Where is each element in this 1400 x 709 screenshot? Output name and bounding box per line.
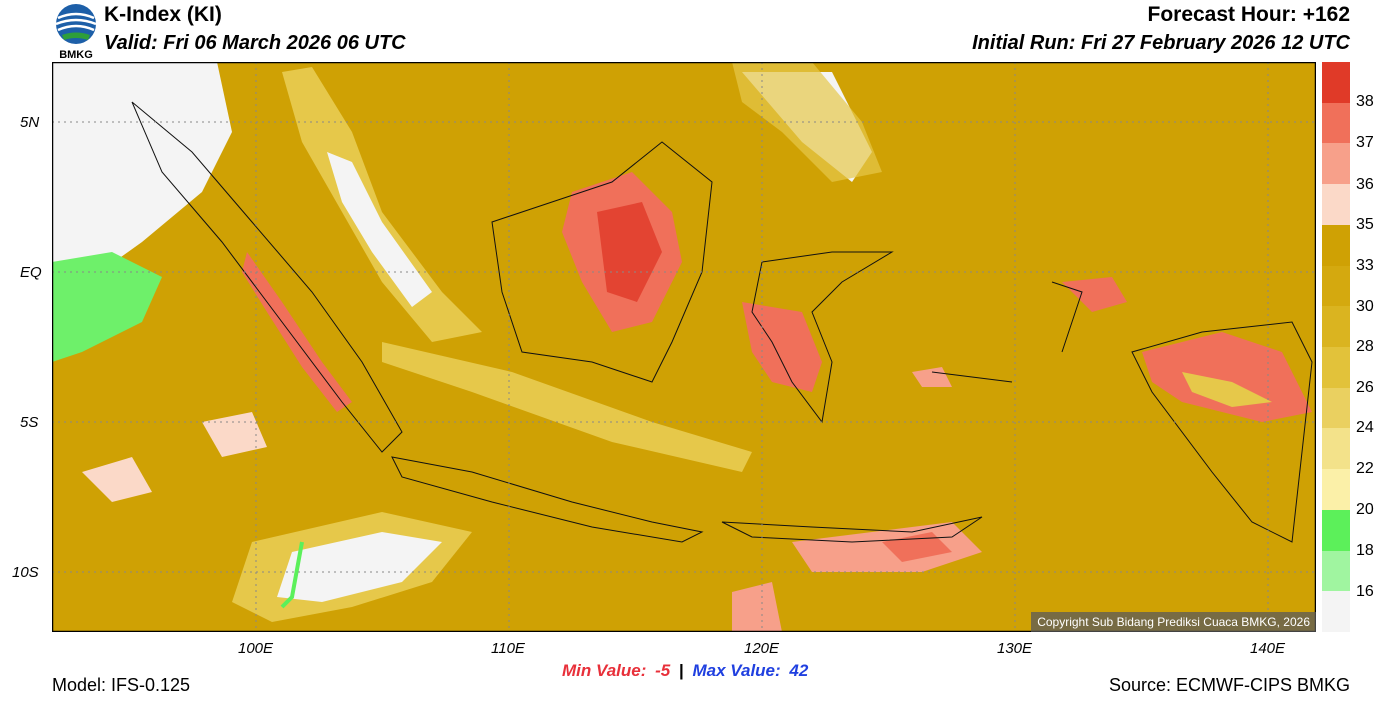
colorbar-label-30: 30 (1356, 298, 1374, 315)
colorbar-segment (1322, 509, 1350, 552)
lon-label-130e: 130E (997, 640, 1033, 657)
source-label: Source: ECMWF-CIPS BMKG (1108, 675, 1350, 695)
halmahera-coast (1051, 281, 1083, 353)
copyright-box: Copyright Sub Bidang Prediksi Cuaca BMKG… (1031, 612, 1316, 632)
lon-label-140e: 140E (1250, 640, 1286, 657)
high-ki-halmahera (1062, 277, 1127, 312)
initial-run: Initial Run: Fri 27 February 2026 12 UTC (972, 32, 1350, 54)
colorbar-label-18: 18 (1356, 542, 1374, 559)
colorbar-segment (1322, 591, 1350, 633)
yellow-core-papua (1182, 372, 1272, 407)
yellow-band-java-sea (382, 342, 752, 472)
chart-title: K-Index (KI) (104, 3, 222, 26)
colorbar-segment (1322, 306, 1350, 348)
colorbar-label-28: 28 (1356, 338, 1374, 355)
papua-coast (1131, 321, 1313, 543)
green-area-west (52, 252, 162, 362)
low-ki-area-northwest (52, 62, 232, 302)
min-max-line: Min Value: -5 | Max Value: 42 (562, 661, 808, 681)
min-value: -5 (655, 661, 671, 680)
lat-label-eq: EQ (20, 264, 42, 281)
logo-text: BMKG (59, 49, 93, 61)
colorbar-segment (1322, 265, 1350, 307)
patch-timor-sea (732, 582, 782, 632)
yellow-area-scs (732, 62, 882, 182)
lon-label-100e: 100E (238, 640, 274, 657)
colorbar-segment (1322, 184, 1350, 226)
lon-label-110e: 110E (491, 640, 525, 657)
lat-label-5s: 5S (20, 414, 39, 431)
colorbar-segment (1322, 224, 1350, 267)
sumatra-coast (131, 101, 403, 453)
colorbar-label-33: 33 (1356, 257, 1374, 274)
high-ki-sumatra (242, 252, 352, 412)
min-max-separator: | (678, 661, 684, 680)
map-background (52, 62, 1316, 632)
lat-label-5n: 5N (20, 114, 40, 131)
lon-label-120e: 120E (744, 640, 780, 657)
very-high-ki-borneo (597, 202, 662, 302)
lat-label-10s: 10S (12, 564, 39, 581)
bmkg-logo-icon (55, 4, 97, 44)
max-value: 42 (789, 661, 809, 680)
moderate-ki-banda (912, 367, 952, 387)
colorbar-segment (1322, 143, 1350, 185)
colorbar-segment (1322, 428, 1350, 470)
map-frame (51, 61, 1317, 633)
colorbar-label-24: 24 (1356, 419, 1374, 436)
model-label: Model: IFS-0.125 (52, 675, 191, 695)
colorbar-segment (1322, 469, 1350, 511)
coastlines (131, 101, 1313, 543)
colorbar-label-35: 35 (1356, 216, 1374, 233)
colorbar-segment (1322, 550, 1350, 592)
java-coast (391, 456, 704, 543)
colorbar-segment (1322, 102, 1350, 144)
colorbar-label-26: 26 (1356, 379, 1374, 396)
low-ki-malacca (327, 152, 432, 307)
yellow-band-malacca (282, 67, 482, 342)
k-index-map: Copyright Sub Bidang Prediksi Cuaca BMKG… (51, 61, 1317, 633)
colorbar-label-20: 20 (1356, 501, 1374, 518)
colorbar (1322, 62, 1350, 633)
max-value-label: Max Value: (692, 661, 781, 680)
patch-indian-ocean-2 (202, 412, 267, 457)
copyright-text: Copyright Sub Bidang Prediksi Cuaca BMKG… (1037, 615, 1310, 629)
high-ki-papua (1142, 332, 1312, 422)
colorbar-label-16: 16 (1356, 583, 1374, 600)
colorbar-label-37: 37 (1356, 134, 1374, 151)
colorbar-label-22: 22 (1356, 460, 1374, 477)
high-ki-sulawesi (742, 302, 822, 392)
sulawesi-coast (751, 251, 894, 424)
colorbar-segment (1322, 62, 1350, 104)
colorbar-label-36: 36 (1356, 176, 1374, 193)
bmkg-logo: BMKG (52, 2, 100, 61)
borneo-coast (491, 141, 713, 383)
colorbar-segment (1322, 347, 1350, 389)
low-ki-indian-ocean (277, 532, 442, 602)
colorbar-label-38: 38 (1356, 93, 1374, 110)
map-canvas (51, 61, 1317, 633)
gridlines (52, 62, 1316, 632)
valid-time: Valid: Fri 06 March 2026 06 UTC (104, 32, 406, 54)
seram-coast (931, 371, 1013, 383)
patch-indian-ocean-1 (82, 457, 152, 502)
colorbar-segment (1322, 387, 1350, 429)
forecast-hour: Forecast Hour: +162 (1147, 3, 1351, 26)
green-edge-indian-ocean (280, 541, 304, 609)
min-value-label: Min Value: (562, 661, 647, 680)
nusa-tenggara-coast (721, 516, 983, 543)
